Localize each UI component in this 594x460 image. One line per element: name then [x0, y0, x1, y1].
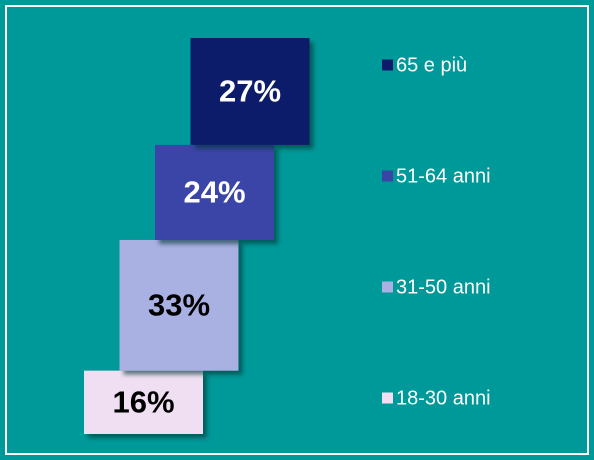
legend-swatch — [382, 392, 393, 404]
legend-label: 51-64 anni — [396, 165, 491, 187]
legend-swatch — [382, 170, 393, 182]
value-label: 33% — [148, 287, 210, 322]
step-block — [155, 144, 274, 240]
value-label: 27% — [219, 74, 281, 109]
value-label: 24% — [183, 175, 245, 210]
legend-label: 31-50 anni — [396, 276, 491, 298]
legend-label: 18-30 anni — [396, 387, 491, 409]
step-block — [84, 370, 203, 434]
step-block — [119, 239, 239, 371]
legend-swatch — [382, 59, 393, 71]
frame — [5, 5, 589, 455]
step-block — [190, 38, 310, 145]
legend-label: 65 e più — [396, 54, 467, 76]
legend-swatch — [382, 281, 393, 293]
value-label: 16% — [112, 385, 174, 420]
